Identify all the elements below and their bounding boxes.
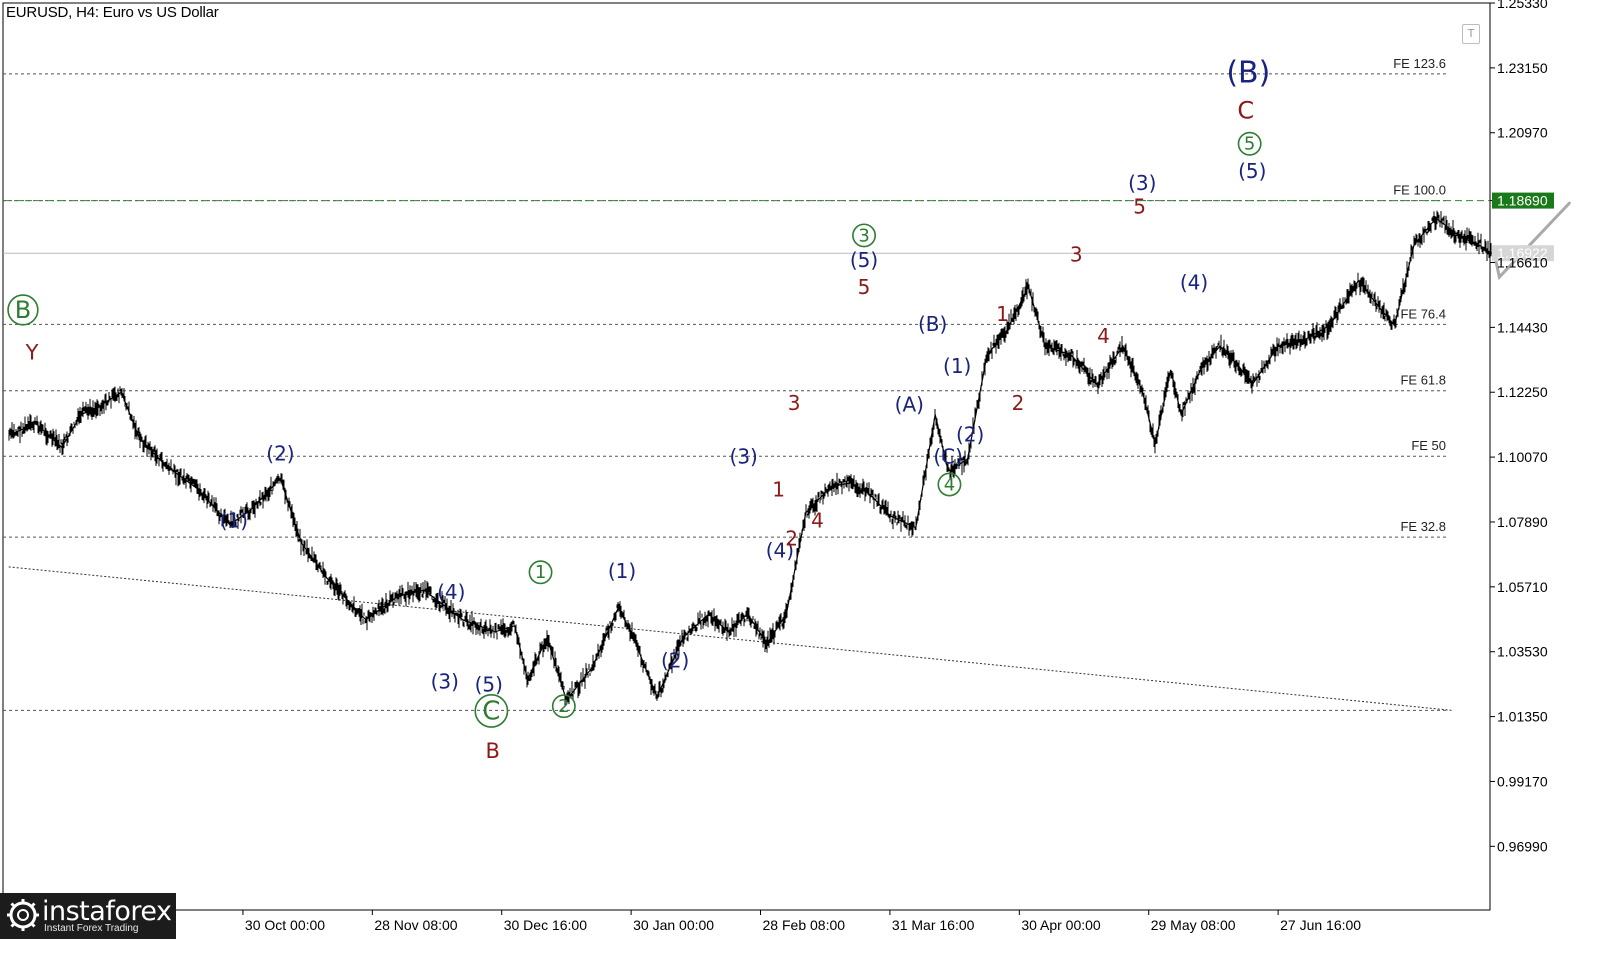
wave-label-circle: [1237, 131, 1262, 156]
wave-label: 1: [996, 302, 1009, 326]
x-axis-tick-label: 30 Jan 00:00: [633, 917, 714, 933]
wave-label: B: [15, 296, 31, 324]
wave-label: 2: [558, 696, 569, 717]
wave-label: (1): [608, 559, 636, 583]
wave-label: 2: [785, 526, 798, 550]
y-axis-tick-label: 1.25330: [1497, 0, 1548, 11]
fe100-price-badge: [1492, 192, 1554, 209]
wave-label: (2): [956, 422, 984, 446]
wave-label: 1: [535, 562, 546, 583]
wave-label: Y: [25, 340, 39, 364]
y-axis-tick-label: 1.20970: [1497, 125, 1548, 141]
wave-label-circle: [551, 694, 576, 719]
wave-label: 3: [1070, 242, 1083, 266]
wave-label-circle: [852, 223, 877, 248]
x-axis-tick-label: 29 May 08:00: [1151, 917, 1236, 933]
y-axis-tick-label: 1.23150: [1497, 60, 1548, 76]
fib-level-label: FE 61.8: [1400, 373, 1446, 388]
wave-label: (5): [850, 248, 878, 272]
y-axis-tick-label: 1.05710: [1497, 579, 1548, 595]
x-axis-tick-label: 28 Feb 08:00: [763, 917, 846, 933]
wave-label: 2: [1012, 391, 1025, 415]
instaforex-logo: instaforex Instant Forex Trading: [0, 893, 176, 939]
wave-label-circle: [937, 472, 962, 497]
wave-label: (3): [1128, 171, 1156, 195]
wave-label-circle: [7, 294, 39, 326]
wave-label: 5: [858, 275, 871, 299]
x-axis-tick-label: 28 Nov 08:00: [374, 917, 457, 933]
x-axis-tick-label: 30 Oct 00:00: [245, 917, 325, 933]
trade-button[interactable]: T: [1462, 24, 1480, 44]
logo-brand-text: instaforex: [42, 896, 172, 927]
x-axis-tick-label: 31 Mar 16:00: [892, 917, 975, 933]
price-bars: [8, 210, 1492, 706]
y-axis-tick-label: 1.14430: [1497, 319, 1548, 335]
x-axis-tick-label: 27 Jun 16:00: [1280, 917, 1361, 933]
wave-label: 5: [1133, 195, 1146, 219]
y-axis-tick-label: 0.99170: [1497, 773, 1548, 789]
wave-label: 3: [858, 225, 869, 246]
wave-label: C: [482, 697, 500, 727]
wave-label: 4: [1097, 324, 1110, 348]
wave-label: (4): [1180, 271, 1208, 295]
wave-label: (1): [220, 509, 248, 533]
wave-label: 1: [772, 477, 785, 501]
wave-label: (5): [1238, 159, 1266, 183]
fib-level-label: FE 123.6: [1393, 56, 1446, 71]
wave-label: (A): [895, 393, 924, 417]
wave-label: B: [485, 739, 499, 763]
wave-label-circle: [474, 694, 509, 728]
y-axis-tick-label: 1.03530: [1497, 644, 1548, 660]
wave-label: (1): [943, 354, 971, 378]
wave-label-circle: [528, 560, 553, 585]
wave-label: (C): [933, 445, 963, 469]
wave-label: 3: [788, 391, 801, 415]
current-price-badge: [1492, 245, 1554, 262]
x-axis-tick-label: 30 Dec 16:00: [504, 917, 587, 933]
wave-label: (5): [475, 672, 503, 696]
y-axis-tick-label: 1.12250: [1497, 384, 1548, 400]
logo-tagline: Instant Forex Trading: [44, 923, 139, 934]
wave-label: (2): [661, 648, 689, 672]
y-axis-tick-label: 1.07890: [1497, 514, 1548, 530]
wave-label: (B): [1226, 56, 1270, 91]
wave-label: (4): [437, 580, 465, 604]
fib-level-label: FE 76.4: [1400, 306, 1446, 321]
y-axis-tick-label: 1.16922: [1497, 245, 1548, 261]
fib-level-label: FE 32.8: [1400, 519, 1446, 534]
y-axis-tick-label: 1.01350: [1497, 709, 1548, 725]
price-close-line: [8, 217, 1492, 702]
wave-label: 4: [944, 474, 955, 495]
fib-level-label: FE 50: [1411, 438, 1446, 453]
x-axis-tick-label: 30 Apr 00:00: [1021, 917, 1101, 933]
wave-label: (4): [766, 538, 794, 562]
y-axis-tick-label: 1.16610: [1497, 254, 1548, 270]
wave-label: 5: [1244, 134, 1255, 155]
fib-level-label: FE 100.0: [1393, 183, 1446, 198]
wave-label: (3): [730, 445, 758, 469]
y-axis-tick-label: 1.10070: [1497, 449, 1548, 465]
wave-label: C: [1237, 96, 1254, 124]
trendline: [8, 566, 1452, 711]
wave-label: (2): [266, 442, 294, 466]
y-axis-tick-label: 0.96990: [1497, 838, 1548, 854]
wave-label: (B): [918, 312, 947, 336]
gear-globe-icon: [7, 899, 39, 931]
y-axis-tick-label: 1.18690: [1497, 193, 1548, 209]
wave-label: 4: [811, 509, 824, 533]
chart-title: EURUSD, H4: Euro vs US Dollar: [6, 4, 219, 21]
wave-label: (3): [431, 669, 459, 693]
